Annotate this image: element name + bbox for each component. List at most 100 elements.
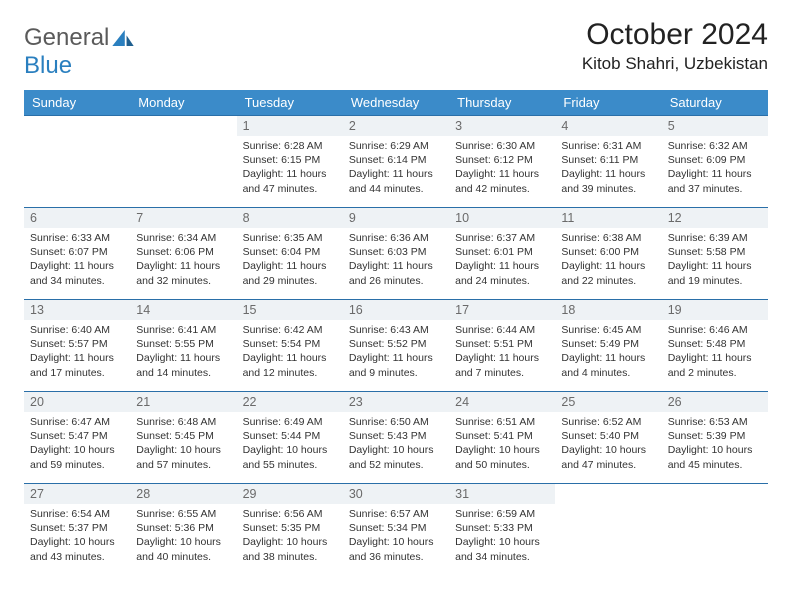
calendar-cell: 23Sunrise: 6:50 AMSunset: 5:43 PMDayligh… <box>343 392 449 484</box>
calendar-cell: 20Sunrise: 6:47 AMSunset: 5:47 PMDayligh… <box>24 392 130 484</box>
day-details: Sunrise: 6:46 AMSunset: 5:48 PMDaylight:… <box>662 320 768 386</box>
calendar-cell: 9Sunrise: 6:36 AMSunset: 6:03 PMDaylight… <box>343 208 449 300</box>
day-details: Sunrise: 6:28 AMSunset: 6:15 PMDaylight:… <box>237 136 343 202</box>
day-number: 29 <box>237 484 343 504</box>
calendar-cell: 16Sunrise: 6:43 AMSunset: 5:52 PMDayligh… <box>343 300 449 392</box>
calendar-cell <box>24 116 130 208</box>
weekday-header: Monday <box>130 90 236 116</box>
day-details: Sunrise: 6:43 AMSunset: 5:52 PMDaylight:… <box>343 320 449 386</box>
day-number: 12 <box>662 208 768 228</box>
day-details: Sunrise: 6:37 AMSunset: 6:01 PMDaylight:… <box>449 228 555 294</box>
day-details: Sunrise: 6:54 AMSunset: 5:37 PMDaylight:… <box>24 504 130 570</box>
calendar-row: 20Sunrise: 6:47 AMSunset: 5:47 PMDayligh… <box>24 392 768 484</box>
day-details: Sunrise: 6:35 AMSunset: 6:04 PMDaylight:… <box>237 228 343 294</box>
calendar-row: 27Sunrise: 6:54 AMSunset: 5:37 PMDayligh… <box>24 484 768 576</box>
day-number: 8 <box>237 208 343 228</box>
calendar-cell: 30Sunrise: 6:57 AMSunset: 5:34 PMDayligh… <box>343 484 449 576</box>
day-details: Sunrise: 6:55 AMSunset: 5:36 PMDaylight:… <box>130 504 236 570</box>
header: GeneralBlue October 2024 Kitob Shahri, U… <box>24 18 768 80</box>
day-number: 4 <box>555 116 661 136</box>
day-details: Sunrise: 6:30 AMSunset: 6:12 PMDaylight:… <box>449 136 555 202</box>
day-number: 28 <box>130 484 236 504</box>
day-number: 22 <box>237 392 343 412</box>
title-block: October 2024 Kitob Shahri, Uzbekistan <box>582 18 768 74</box>
day-details: Sunrise: 6:47 AMSunset: 5:47 PMDaylight:… <box>24 412 130 478</box>
day-details: Sunrise: 6:29 AMSunset: 6:14 PMDaylight:… <box>343 136 449 202</box>
calendar-cell: 5Sunrise: 6:32 AMSunset: 6:09 PMDaylight… <box>662 116 768 208</box>
day-number: 26 <box>662 392 768 412</box>
calendar-cell <box>662 484 768 576</box>
day-number: 23 <box>343 392 449 412</box>
day-details: Sunrise: 6:32 AMSunset: 6:09 PMDaylight:… <box>662 136 768 202</box>
day-details: Sunrise: 6:59 AMSunset: 5:33 PMDaylight:… <box>449 504 555 570</box>
day-number: 2 <box>343 116 449 136</box>
day-number: 21 <box>130 392 236 412</box>
day-details: Sunrise: 6:36 AMSunset: 6:03 PMDaylight:… <box>343 228 449 294</box>
day-number: 31 <box>449 484 555 504</box>
day-details: Sunrise: 6:52 AMSunset: 5:40 PMDaylight:… <box>555 412 661 478</box>
weekday-header: Friday <box>555 90 661 116</box>
day-details: Sunrise: 6:33 AMSunset: 6:07 PMDaylight:… <box>24 228 130 294</box>
calendar-cell: 12Sunrise: 6:39 AMSunset: 5:58 PMDayligh… <box>662 208 768 300</box>
day-details: Sunrise: 6:42 AMSunset: 5:54 PMDaylight:… <box>237 320 343 386</box>
day-details: Sunrise: 6:45 AMSunset: 5:49 PMDaylight:… <box>555 320 661 386</box>
calendar-cell: 31Sunrise: 6:59 AMSunset: 5:33 PMDayligh… <box>449 484 555 576</box>
day-number: 20 <box>24 392 130 412</box>
day-details: Sunrise: 6:51 AMSunset: 5:41 PMDaylight:… <box>449 412 555 478</box>
weekday-header: Thursday <box>449 90 555 116</box>
calendar-row: 6Sunrise: 6:33 AMSunset: 6:07 PMDaylight… <box>24 208 768 300</box>
day-details: Sunrise: 6:56 AMSunset: 5:35 PMDaylight:… <box>237 504 343 570</box>
weekday-header: Saturday <box>662 90 768 116</box>
day-number: 13 <box>24 300 130 320</box>
calendar-cell: 4Sunrise: 6:31 AMSunset: 6:11 PMDaylight… <box>555 116 661 208</box>
logo-sail-icon <box>112 30 134 46</box>
day-number: 15 <box>237 300 343 320</box>
calendar-cell: 26Sunrise: 6:53 AMSunset: 5:39 PMDayligh… <box>662 392 768 484</box>
calendar-table: Sunday Monday Tuesday Wednesday Thursday… <box>24 90 768 576</box>
day-details: Sunrise: 6:40 AMSunset: 5:57 PMDaylight:… <box>24 320 130 386</box>
calendar-cell: 14Sunrise: 6:41 AMSunset: 5:55 PMDayligh… <box>130 300 236 392</box>
calendar-cell: 25Sunrise: 6:52 AMSunset: 5:40 PMDayligh… <box>555 392 661 484</box>
day-number: 14 <box>130 300 236 320</box>
calendar-cell: 1Sunrise: 6:28 AMSunset: 6:15 PMDaylight… <box>237 116 343 208</box>
month-title: October 2024 <box>582 18 768 52</box>
day-details: Sunrise: 6:34 AMSunset: 6:06 PMDaylight:… <box>130 228 236 294</box>
day-details: Sunrise: 6:50 AMSunset: 5:43 PMDaylight:… <box>343 412 449 478</box>
weekday-header: Tuesday <box>237 90 343 116</box>
brand-logo: GeneralBlue <box>24 18 134 80</box>
calendar-cell: 7Sunrise: 6:34 AMSunset: 6:06 PMDaylight… <box>130 208 236 300</box>
calendar-cell: 11Sunrise: 6:38 AMSunset: 6:00 PMDayligh… <box>555 208 661 300</box>
day-details: Sunrise: 6:39 AMSunset: 5:58 PMDaylight:… <box>662 228 768 294</box>
brand-part1: General <box>24 24 109 51</box>
calendar-cell: 18Sunrise: 6:45 AMSunset: 5:49 PMDayligh… <box>555 300 661 392</box>
day-number: 30 <box>343 484 449 504</box>
calendar-cell: 19Sunrise: 6:46 AMSunset: 5:48 PMDayligh… <box>662 300 768 392</box>
calendar-cell: 22Sunrise: 6:49 AMSunset: 5:44 PMDayligh… <box>237 392 343 484</box>
day-number: 9 <box>343 208 449 228</box>
calendar-cell: 8Sunrise: 6:35 AMSunset: 6:04 PMDaylight… <box>237 208 343 300</box>
day-number: 1 <box>237 116 343 136</box>
day-number: 27 <box>24 484 130 504</box>
day-details: Sunrise: 6:41 AMSunset: 5:55 PMDaylight:… <box>130 320 236 386</box>
calendar-cell: 10Sunrise: 6:37 AMSunset: 6:01 PMDayligh… <box>449 208 555 300</box>
day-number: 24 <box>449 392 555 412</box>
calendar-row: 1Sunrise: 6:28 AMSunset: 6:15 PMDaylight… <box>24 116 768 208</box>
day-details: Sunrise: 6:57 AMSunset: 5:34 PMDaylight:… <box>343 504 449 570</box>
calendar-cell: 27Sunrise: 6:54 AMSunset: 5:37 PMDayligh… <box>24 484 130 576</box>
day-number: 11 <box>555 208 661 228</box>
calendar-cell: 21Sunrise: 6:48 AMSunset: 5:45 PMDayligh… <box>130 392 236 484</box>
day-number: 18 <box>555 300 661 320</box>
day-details: Sunrise: 6:31 AMSunset: 6:11 PMDaylight:… <box>555 136 661 202</box>
calendar-cell: 3Sunrise: 6:30 AMSunset: 6:12 PMDaylight… <box>449 116 555 208</box>
day-details: Sunrise: 6:53 AMSunset: 5:39 PMDaylight:… <box>662 412 768 478</box>
day-number: 17 <box>449 300 555 320</box>
calendar-cell: 28Sunrise: 6:55 AMSunset: 5:36 PMDayligh… <box>130 484 236 576</box>
calendar-cell: 24Sunrise: 6:51 AMSunset: 5:41 PMDayligh… <box>449 392 555 484</box>
calendar-cell: 13Sunrise: 6:40 AMSunset: 5:57 PMDayligh… <box>24 300 130 392</box>
calendar-cell <box>130 116 236 208</box>
calendar-cell: 29Sunrise: 6:56 AMSunset: 5:35 PMDayligh… <box>237 484 343 576</box>
calendar-cell: 15Sunrise: 6:42 AMSunset: 5:54 PMDayligh… <box>237 300 343 392</box>
day-number: 10 <box>449 208 555 228</box>
location-text: Kitob Shahri, Uzbekistan <box>582 54 768 74</box>
weekday-header-row: Sunday Monday Tuesday Wednesday Thursday… <box>24 90 768 116</box>
